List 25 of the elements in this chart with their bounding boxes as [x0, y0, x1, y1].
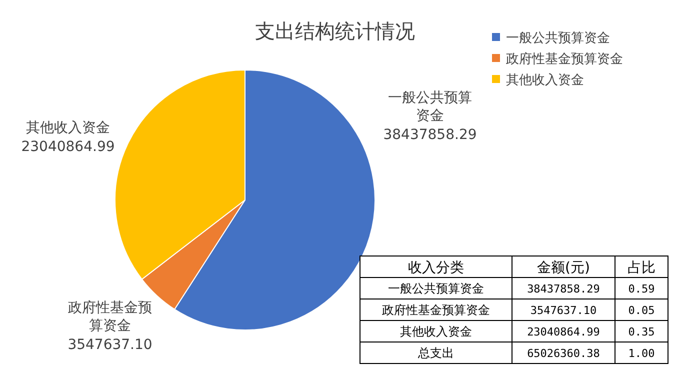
legend-label: 一般公共预算资金: [506, 31, 610, 46]
data-label: 3547637.10: [68, 337, 152, 353]
text: 3547637.10: [530, 304, 597, 317]
text: 0.35: [628, 325, 655, 338]
text: 总支出: [417, 346, 454, 360]
slice-label: 政府性基金预算资金: [67, 299, 153, 335]
slice-label: 其他收入资金: [25, 119, 111, 137]
legend-label: 其他收入资金: [506, 73, 584, 88]
text: 金额(元): [537, 260, 590, 276]
data-label: 38437858.29: [383, 127, 477, 143]
slice-label: 一般公共预算资金: [387, 89, 473, 125]
text: 收入分类: [408, 260, 464, 276]
chart-title: 支出结构统计情况: [255, 19, 415, 43]
text: 1.00: [628, 346, 655, 360]
text: 65026360.38: [527, 346, 600, 360]
legend-label: 政府性基金预算资金: [506, 51, 623, 67]
category-label: 其他收入资金: [400, 324, 472, 338]
text: 0.05: [628, 304, 655, 317]
text: 38437858.29: [527, 282, 600, 296]
data-label: 23040864.99: [21, 139, 115, 155]
slice-label: 一般公共预算资金: [388, 281, 484, 296]
text: 占比: [628, 260, 656, 276]
text: 0.59: [628, 282, 655, 296]
category-label: 政府性基金预算资金: [382, 302, 490, 317]
text: 23040864.99: [527, 325, 600, 338]
